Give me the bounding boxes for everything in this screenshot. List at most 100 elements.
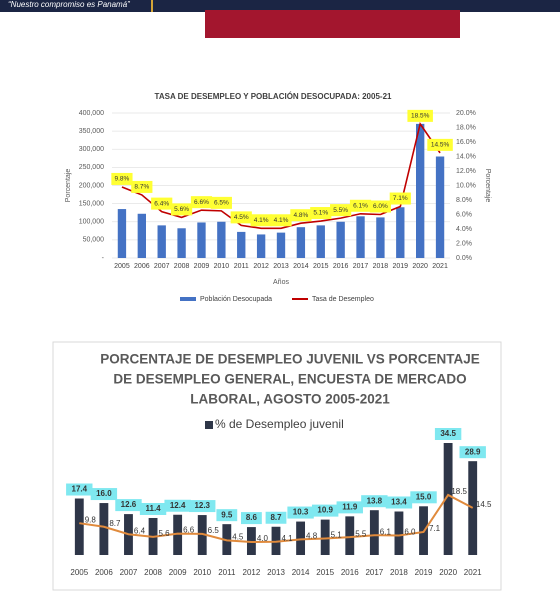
value-label-bg <box>385 496 413 509</box>
x-tick-label: 2016 <box>333 263 349 270</box>
value-label: 14.5% <box>431 142 450 149</box>
value-label-bg <box>434 428 462 440</box>
value-label: 8.6 <box>246 513 258 522</box>
x-tick-label: 2014 <box>292 568 310 577</box>
value-label-bg <box>210 196 232 209</box>
bar <box>74 498 84 555</box>
value-label-bg <box>170 203 193 216</box>
value-label: 4.5 <box>232 533 244 542</box>
value-label: 16.0 <box>96 489 112 498</box>
value-label: 6.4 <box>134 526 146 535</box>
value-label-bg <box>151 197 173 210</box>
value-label: 7.1 <box>429 524 441 533</box>
value-label: 9.8% <box>115 176 130 183</box>
value-label-bg <box>310 207 332 220</box>
x-tick-label: 2017 <box>353 263 369 270</box>
value-label-bg <box>90 488 118 501</box>
y-tick-label: 400,000 <box>79 110 104 117</box>
value-label: 13.8 <box>367 496 383 505</box>
bar <box>217 221 226 258</box>
bar <box>157 225 166 258</box>
x-axis-title: Años <box>273 279 289 286</box>
bar <box>177 228 186 258</box>
x-tick-label: 2009 <box>169 568 187 577</box>
value-label-bg <box>336 501 363 514</box>
value-label-bg <box>287 506 314 519</box>
value-label: 9.8 <box>85 515 97 524</box>
bar <box>443 443 453 555</box>
bar <box>435 156 445 258</box>
bar <box>369 510 379 555</box>
value-label: 17.4 <box>72 485 88 494</box>
x-tick-label: 2016 <box>341 568 359 577</box>
value-label-bg <box>389 192 411 205</box>
value-label: 12.3 <box>194 501 210 510</box>
value-label-bg <box>131 180 153 193</box>
value-label: 6.4% <box>154 200 169 207</box>
value-label: 6.5 <box>208 526 220 535</box>
line <box>121 121 441 230</box>
value-label: 15.0 <box>416 492 432 501</box>
line <box>79 493 474 544</box>
value-label-bg <box>66 483 93 496</box>
value-label: 6.0 <box>404 528 416 537</box>
value-label-bg <box>311 504 339 517</box>
value-label: 18.5 <box>451 487 467 496</box>
x-tick-label: 2007 <box>120 568 138 577</box>
bar <box>416 123 425 258</box>
value-label: 6.6% <box>194 199 209 206</box>
chart-frame <box>52 341 502 591</box>
value-label-bg <box>139 502 167 515</box>
value-label: 5.5% <box>333 207 348 214</box>
y-tick-label: 200,000 <box>79 182 104 189</box>
value-label-bg <box>230 211 252 224</box>
legend-label: % de Desempleo juvenil <box>215 417 344 431</box>
bar <box>173 514 183 555</box>
value-label-bg <box>459 446 486 459</box>
x-tick-label: 2005 <box>114 263 130 270</box>
value-label-bg <box>427 138 453 151</box>
bar <box>336 221 345 258</box>
legend-label: Población Desocupada <box>200 296 272 303</box>
x-tick-label: 2010 <box>214 263 230 270</box>
x-tick-label: 2010 <box>193 568 211 577</box>
value-label: 10.3 <box>293 508 309 517</box>
bar <box>356 216 365 258</box>
x-tick-label: 2015 <box>313 263 329 270</box>
value-label: 4.5% <box>234 214 249 221</box>
value-label: 5.6% <box>174 206 189 213</box>
value-label-bg <box>369 200 392 213</box>
value-label: 10.9 <box>317 506 333 515</box>
x-tick-label: 2011 <box>234 263 249 270</box>
value-label-bg <box>250 214 272 227</box>
bar <box>468 461 478 555</box>
y2-tick-label: 12.0% <box>456 168 476 175</box>
value-label: 28.9 <box>465 447 481 456</box>
value-label: 12.6 <box>121 500 137 509</box>
bar <box>197 515 207 555</box>
header-band <box>0 0 560 12</box>
y2-tick-label: 0.0% <box>456 255 472 262</box>
value-label: 4.1% <box>274 217 289 224</box>
value-label-bg <box>270 214 292 227</box>
legend-swatch <box>180 297 196 301</box>
bar <box>396 207 405 258</box>
value-label-bg <box>115 499 142 512</box>
bar <box>256 234 266 258</box>
x-tick-label: 2015 <box>316 568 334 577</box>
bar <box>276 232 286 258</box>
y2-tick-label: 8.0% <box>456 197 472 204</box>
value-label: 6.1 <box>380 527 392 536</box>
x-tick-label: 2018 <box>373 263 389 270</box>
x-tick-label: 2011 <box>218 568 236 577</box>
value-label-bg <box>265 511 287 524</box>
chart-title: PORCENTAJE DE DESEMPLEO JUVENIL VS PORCE… <box>100 352 480 367</box>
bar <box>237 231 246 258</box>
x-tick-label: 2021 <box>464 568 482 577</box>
x-tick-label: 2019 <box>415 568 433 577</box>
value-label: 7.1% <box>393 195 408 202</box>
y2-tick-label: 20.0% <box>456 110 476 117</box>
y2-tick-label: 4.0% <box>456 226 472 233</box>
